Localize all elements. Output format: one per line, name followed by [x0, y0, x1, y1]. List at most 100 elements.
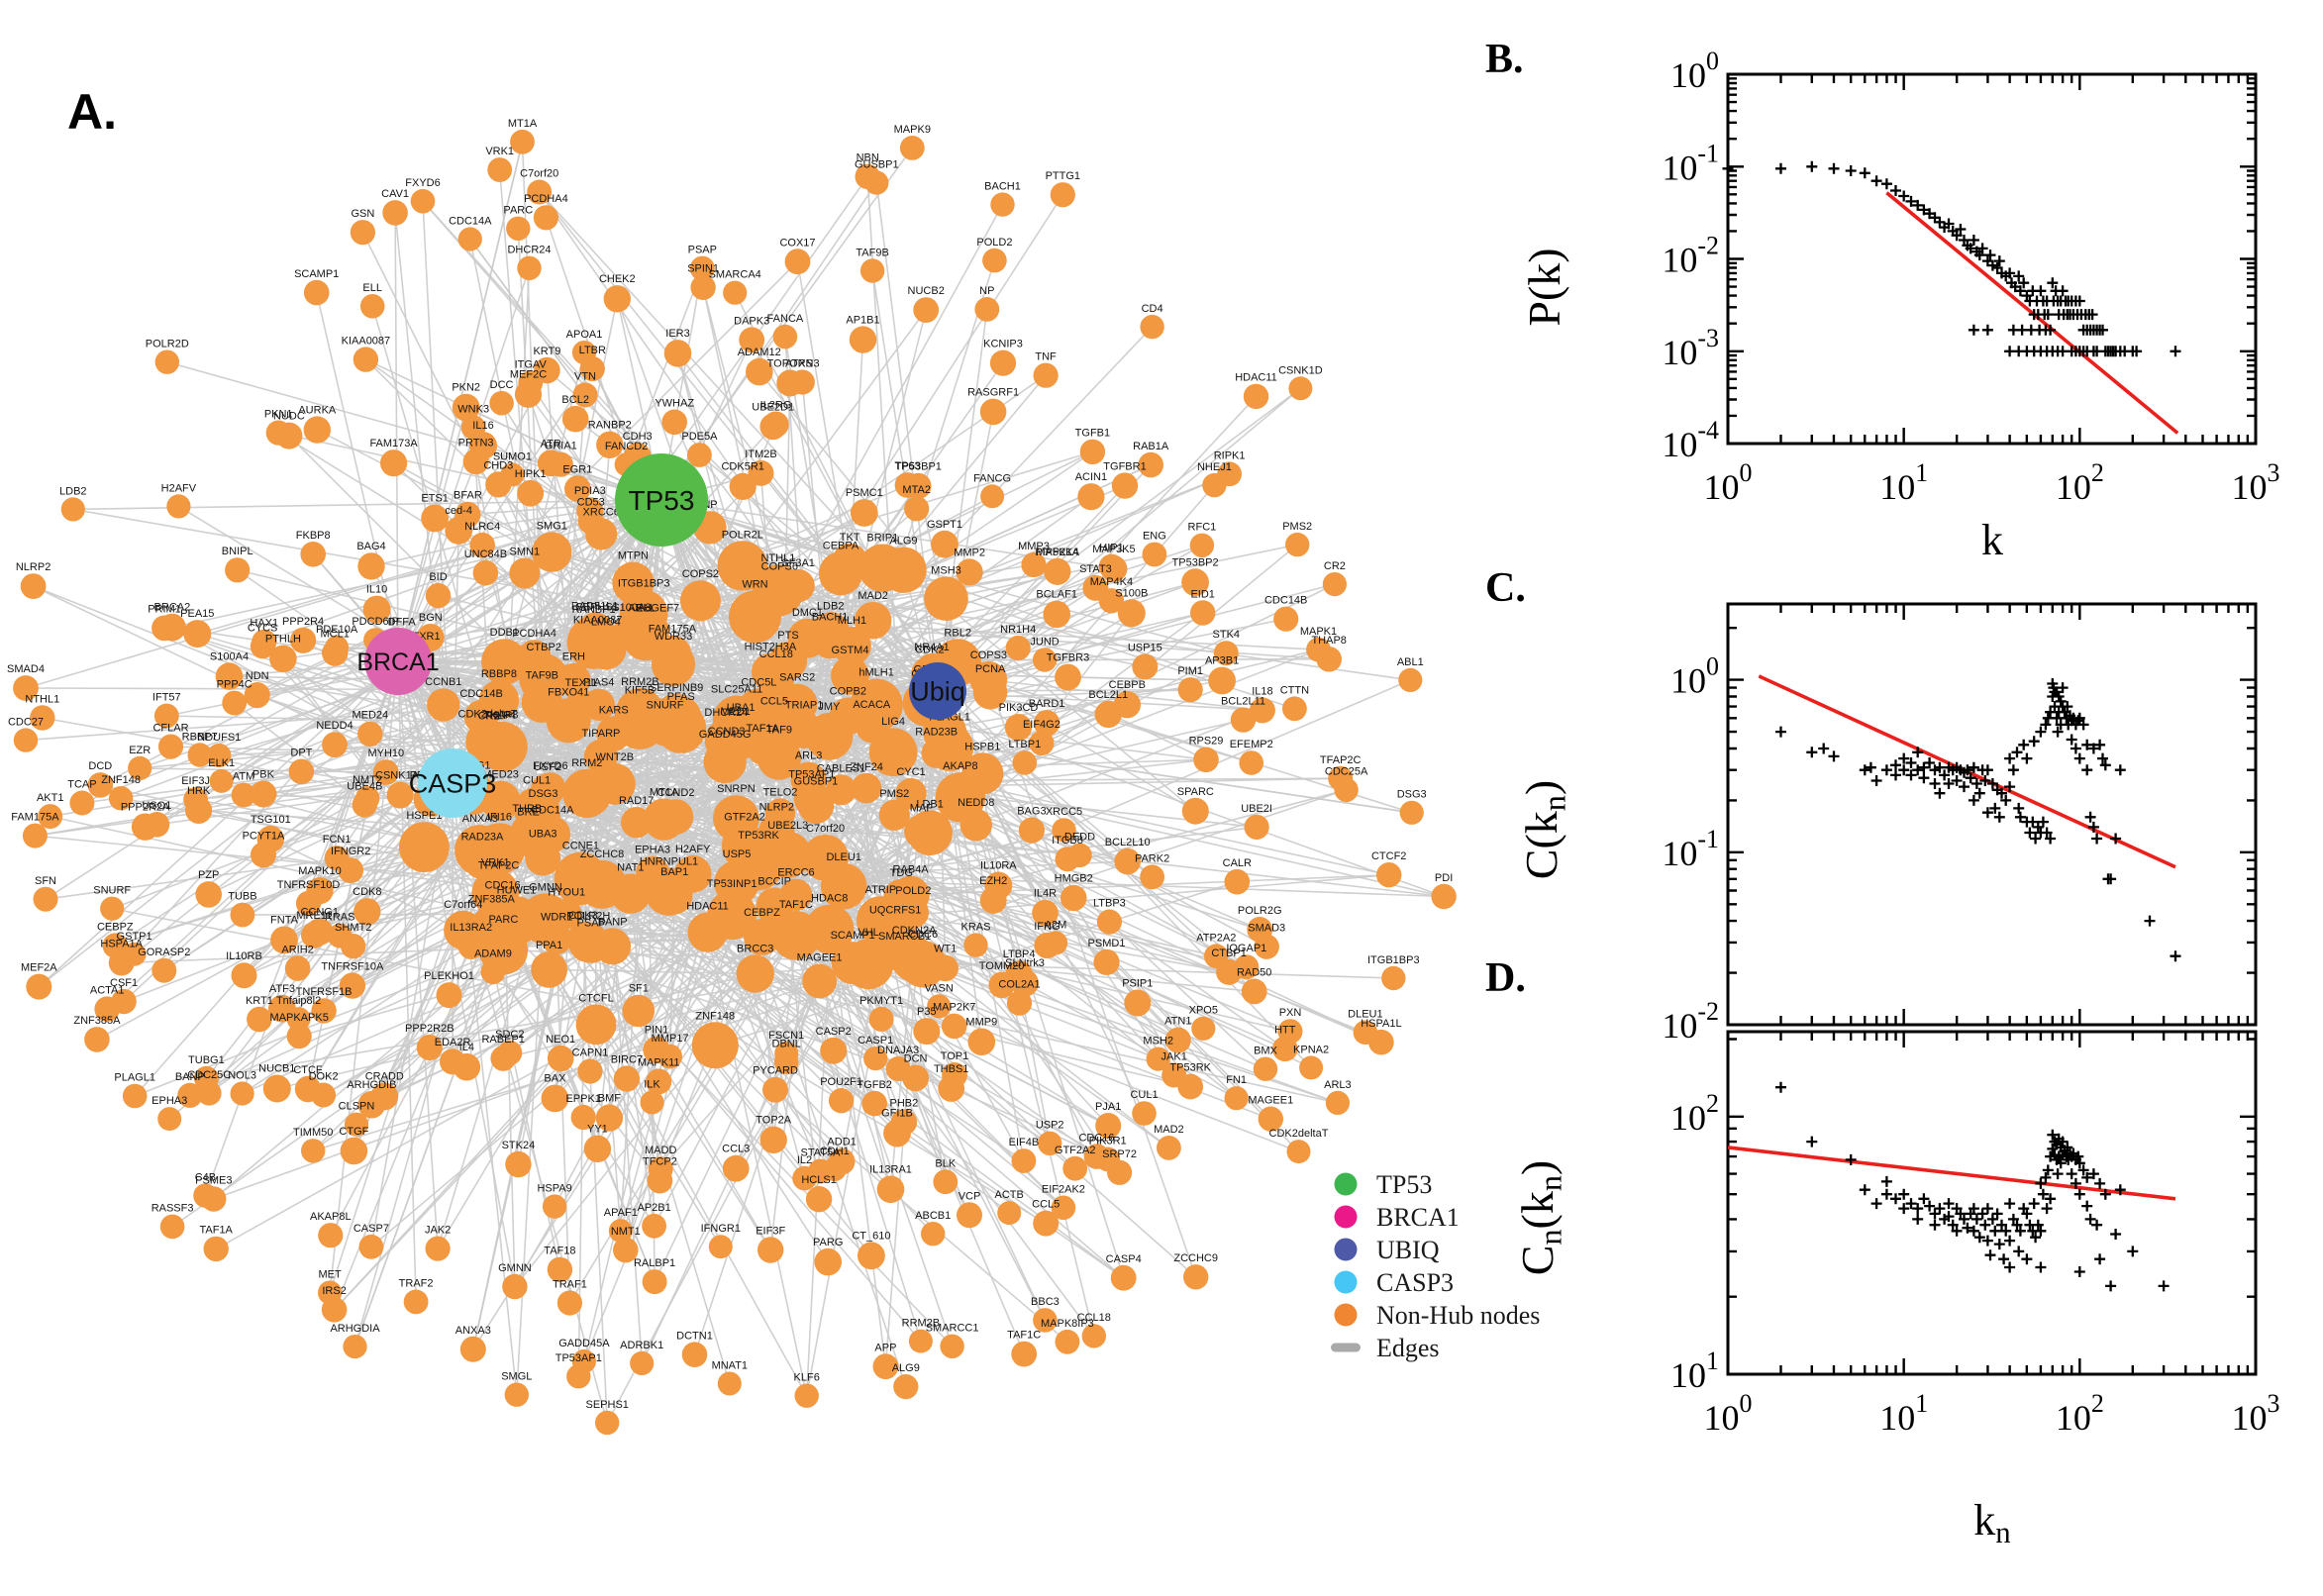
- gene-label: CASP2: [816, 1026, 852, 1038]
- gene-node: [311, 1082, 337, 1108]
- gene-label: IL4R: [1034, 888, 1057, 900]
- gene-label: PIK3CD: [999, 702, 1039, 714]
- gene-label: CCND3: [708, 726, 746, 738]
- gene-label: NUDC: [273, 411, 305, 423]
- gene-node: [899, 136, 925, 160]
- gene-label: FANCG: [973, 472, 1011, 484]
- gene-label: CDC5L: [741, 676, 776, 688]
- y-axis-label: Cn(kn): [1512, 1160, 1567, 1276]
- gene-label: ATN1: [1164, 1016, 1191, 1028]
- gene-label: BCL2L11: [1221, 695, 1265, 707]
- gene-label: UBA1: [727, 702, 756, 714]
- gene-node: [502, 1273, 528, 1300]
- gene-label: BRCA2: [154, 602, 191, 614]
- gene-label: HSPA1L: [1361, 1018, 1401, 1030]
- gene-node: [1055, 663, 1081, 691]
- gene-label: PPP2R2B: [405, 1023, 454, 1035]
- gene-node: [894, 472, 921, 498]
- edge: [171, 626, 454, 784]
- hub-edge: [452, 612, 1203, 784]
- gene-node: [708, 1235, 733, 1259]
- data-points: [1775, 1081, 2170, 1292]
- gene-label: HTT: [1274, 1025, 1296, 1037]
- gene-node: [980, 484, 1005, 509]
- gene-label: MCL1: [321, 628, 350, 640]
- gene-node: [478, 679, 520, 721]
- gene-node: [647, 1167, 673, 1194]
- gene-label: LTBP1: [1008, 739, 1041, 750]
- edge: [755, 570, 1059, 618]
- gene-label: ARHGEF7: [628, 602, 679, 614]
- gene-label: TDG: [890, 867, 913, 879]
- hub-edge: [365, 358, 662, 501]
- gene-node: [762, 1076, 788, 1103]
- gene-label: CUL1: [523, 775, 551, 787]
- gene-label: CHEK2: [599, 273, 636, 285]
- gene-label: IL18: [1252, 685, 1272, 697]
- gene-node: [327, 923, 353, 948]
- gene-node: [1353, 1020, 1378, 1046]
- edge: [25, 499, 662, 689]
- gene-label: BRCC3: [737, 943, 773, 954]
- gene-label: AKT1: [37, 792, 64, 804]
- gene-node: [595, 1104, 624, 1132]
- gene-node: [362, 595, 391, 624]
- gene-label: KPNA2: [1293, 1044, 1329, 1055]
- gene-node: [805, 1186, 833, 1213]
- gene-node: [1006, 990, 1033, 1016]
- gene-label: CALR: [1223, 857, 1252, 869]
- gene-label: COPB2: [830, 686, 866, 698]
- edge: [552, 550, 1252, 764]
- gene-node: [921, 1222, 946, 1247]
- edge: [206, 958, 915, 1079]
- gene-label: FNTA: [270, 915, 299, 927]
- edge: [242, 853, 789, 1095]
- legend-label: BRCA1: [1376, 1203, 1460, 1232]
- gene-label: CDK2deltaT: [458, 708, 518, 720]
- gene-node: [303, 416, 331, 444]
- gene-label: ATRIP: [865, 884, 897, 896]
- gene-label: CASP7: [354, 1223, 389, 1235]
- gene-label: EIF4B: [1009, 1137, 1040, 1148]
- gene-node: [802, 835, 849, 881]
- gene-label: BCL2L10: [1105, 837, 1151, 848]
- gene-node: [301, 922, 328, 948]
- gene-label: RANBP2: [588, 420, 632, 432]
- gene-label: HIP1: [1099, 543, 1123, 554]
- gene-label: COL2A1: [998, 979, 1040, 991]
- gene-node: [231, 782, 256, 808]
- gene-node: [195, 881, 222, 908]
- panel-label-c: C.: [1485, 565, 1526, 611]
- gene-label: GRIA1: [545, 441, 577, 452]
- gene-node: [646, 1068, 672, 1095]
- gene-node: [1094, 700, 1123, 729]
- gene-label: CCL5: [1032, 1199, 1060, 1211]
- gene-label: AKAP8L: [310, 1211, 352, 1223]
- gene-label: DCN: [904, 1053, 928, 1065]
- gene-label: RAD23B: [915, 727, 958, 739]
- gene-label: TAF18: [544, 1246, 575, 1257]
- gene-node: [729, 472, 757, 500]
- gene-label: CDC14A: [531, 804, 574, 816]
- y-tick-label: 102: [1670, 1089, 1719, 1138]
- gene-label: CDK3: [568, 910, 597, 922]
- gene-label: MAF: [910, 802, 934, 814]
- gene-label: MT1A: [508, 118, 538, 130]
- gene-node: [1132, 653, 1159, 680]
- gene-label: CFLAR: [152, 723, 188, 735]
- gene-label: ABL1: [1397, 656, 1424, 668]
- gene-label: MYH10: [367, 748, 404, 759]
- gene-label: C7orf20: [806, 823, 845, 835]
- gene-label: BID: [429, 571, 447, 583]
- gene-label: FKBP8: [296, 530, 331, 542]
- gene-node: [286, 1007, 311, 1032]
- gene-node: [13, 728, 39, 752]
- gene-label: POLD2: [976, 237, 1012, 249]
- gene-node: [457, 227, 482, 251]
- gene-node: [762, 411, 789, 438]
- y-tick-label: 100: [1670, 652, 1719, 701]
- gene-label: BIRC7: [611, 1053, 643, 1065]
- hub-edge: [805, 690, 939, 1396]
- gene-node: [13, 675, 39, 701]
- gene-label: FANCD2: [605, 441, 648, 452]
